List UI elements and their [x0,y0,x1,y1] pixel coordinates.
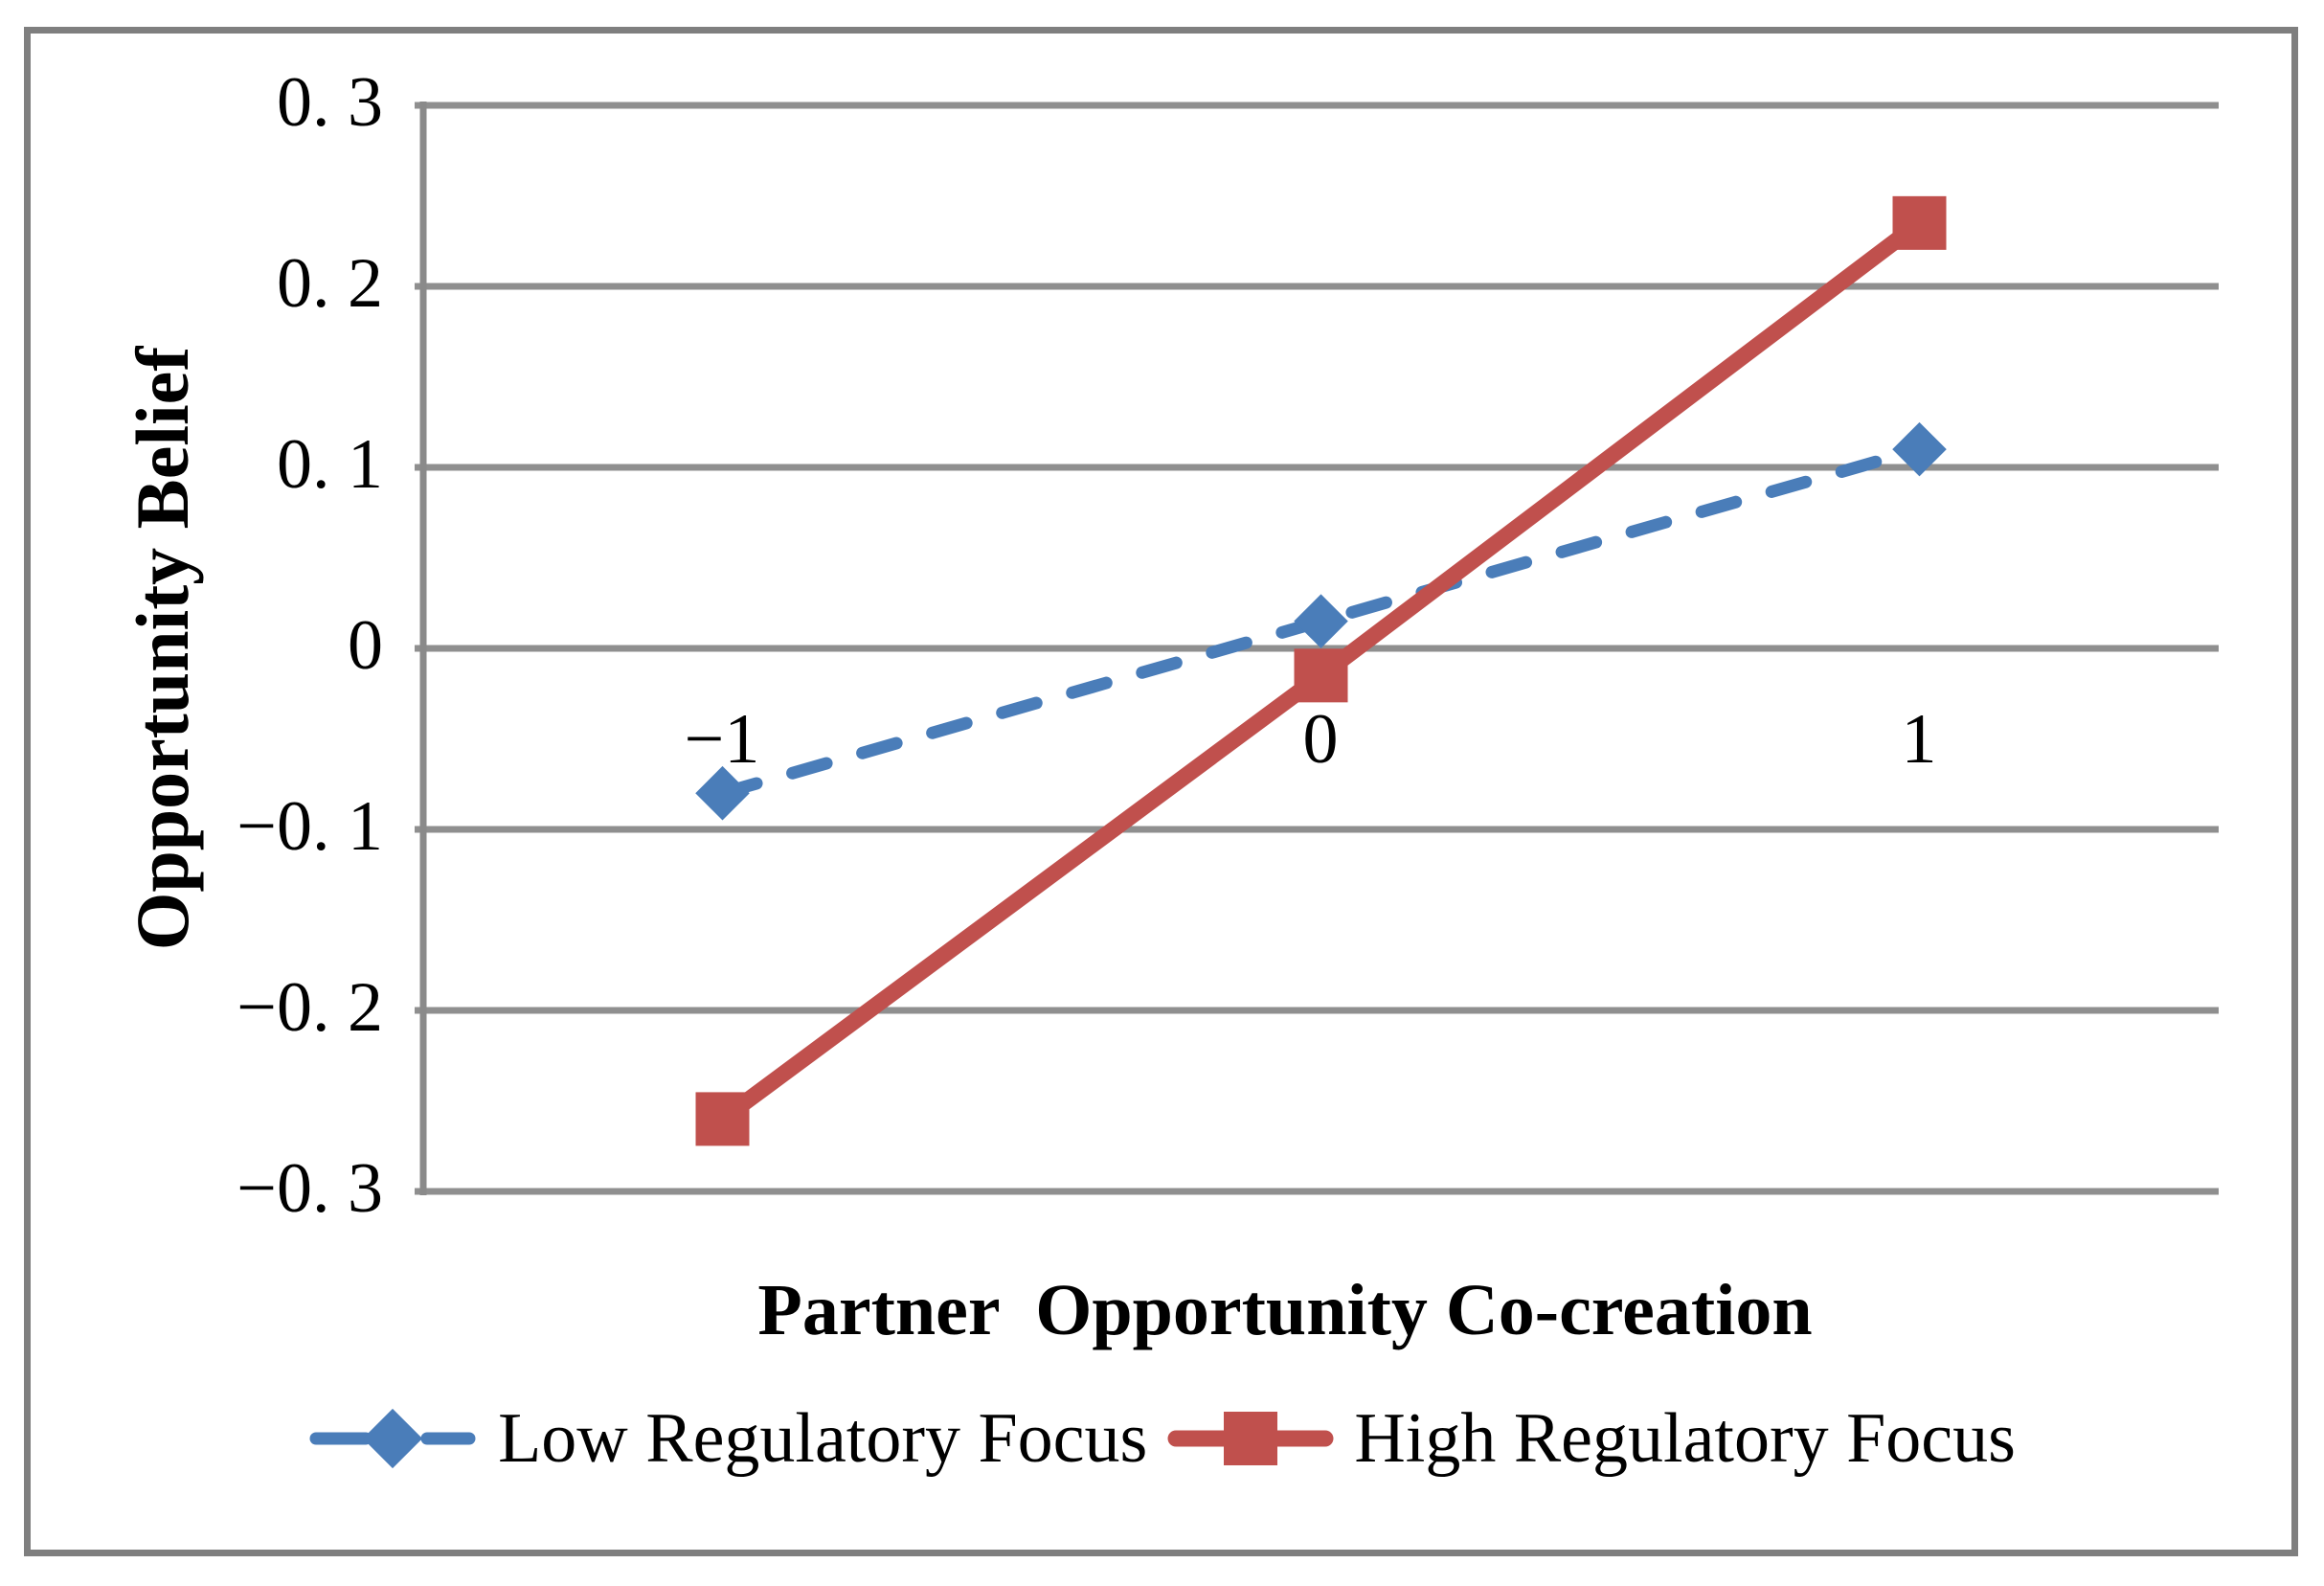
legend-label-low: Low Regulatory Focus [498,1399,1148,1478]
series-marker-square [695,1092,750,1146]
solid-square-legend-icon [1167,1412,1334,1465]
y-tick-label: 0 [348,606,383,686]
y-tick-label: 0. 1 [277,425,383,505]
series-marker-diamond [1294,594,1348,648]
series-marker-diamond [1892,421,1947,477]
series-marker-square [1892,195,1947,250]
x-tick-label: 1 [1901,700,1937,779]
y-tick-label: −0. 3 [237,1149,383,1229]
series-marker-diamond [695,765,750,821]
y-tick-label: −0. 1 [237,787,383,867]
x-tick-label: −1 [684,700,760,779]
y-tick-label: 0. 3 [277,63,383,143]
x-tick-label: 0 [1302,700,1339,779]
legend-label-high: High Regulatory Focus [1354,1399,2016,1478]
legend: Low Regulatory Focus High Regulatory Foc… [0,1403,2324,1474]
y-axis-title: Opportunity Belief [121,346,204,951]
series-marker-square [1294,648,1348,703]
y-tick-label: 0. 2 [277,244,383,324]
legend-item-low: Low Regulatory Focus [308,1403,1147,1474]
x-axis-title: Partner Opportunity Co-creation [757,1270,1813,1350]
dashed-diamond-legend-icon [309,1408,476,1469]
y-tick-label: −0. 2 [237,968,383,1048]
legend-item-high: High Regulatory Focus [1166,1403,2016,1474]
